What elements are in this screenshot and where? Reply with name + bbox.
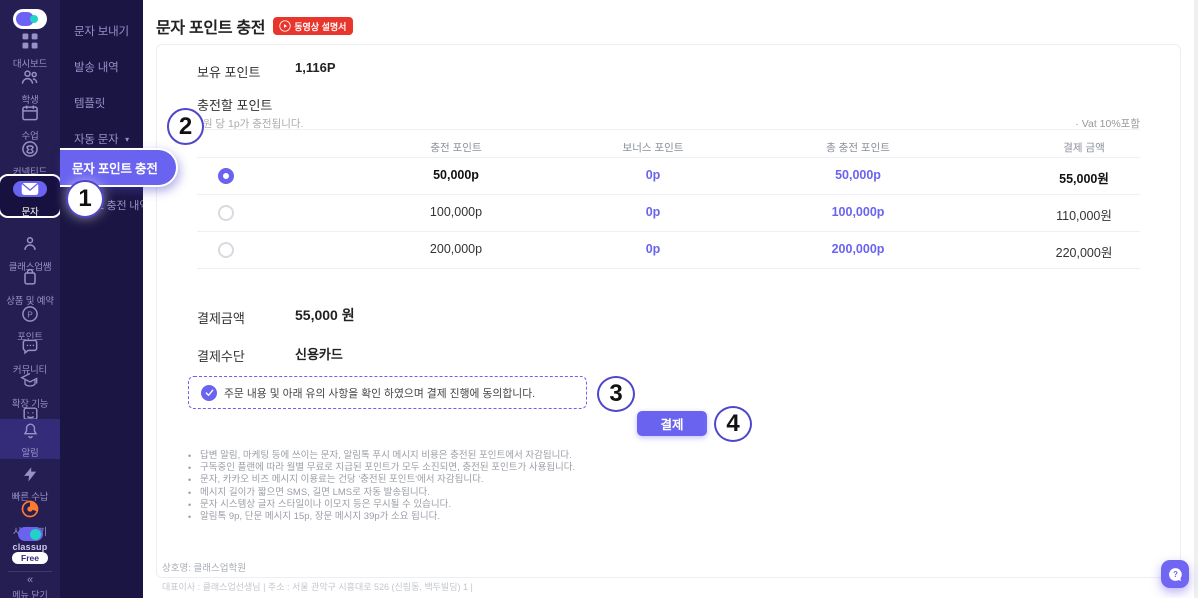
svg-text:?: ? [1173,569,1178,578]
